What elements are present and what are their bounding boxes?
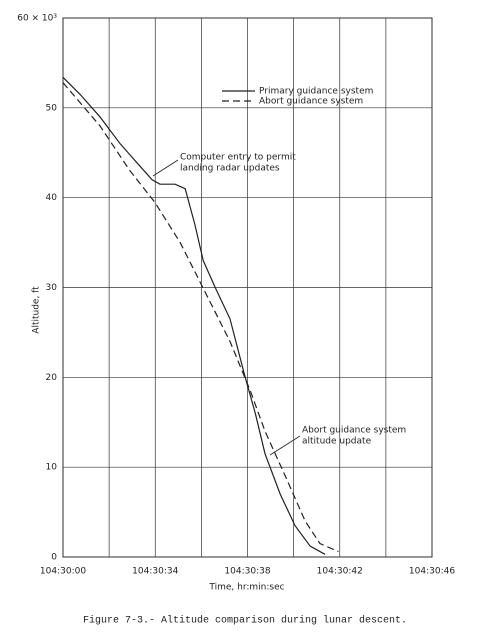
caption: Figure 7-3.- Altitude comparison during … xyxy=(83,615,407,627)
series-line xyxy=(62,76,326,555)
y-tick-label: 40 xyxy=(46,193,58,203)
x-tick-label: 104:30:42 xyxy=(317,567,363,577)
y-tick-label: 50 xyxy=(46,103,58,113)
x-tick-label: 104:30:34 xyxy=(132,567,178,577)
y-tick-label: 0 xyxy=(51,553,57,563)
series-line xyxy=(62,82,339,553)
annotation-arrow xyxy=(152,159,179,177)
legend-label: Primary guidance system xyxy=(259,87,373,97)
annotation: altitude update xyxy=(302,437,372,447)
x-tick-label: 104:30:00 xyxy=(40,567,86,577)
x-tick-label: 104:30:38 xyxy=(224,567,270,577)
annotation: landing radar updates xyxy=(180,164,280,174)
x-tick-label: 104:30:46 xyxy=(409,567,455,577)
y-tick-label: 20 xyxy=(46,373,58,383)
annotation: Computer entry to permit xyxy=(180,153,296,163)
y-tick-label: 60 × 10³ xyxy=(17,14,57,24)
y-axis-label: Altitude, ft xyxy=(32,286,42,334)
annotation-arrow xyxy=(269,435,301,456)
legend-label: Abort guidance system xyxy=(259,97,363,107)
x-axis-label: Time, hr:min:sec xyxy=(208,583,284,593)
y-tick-label: 10 xyxy=(46,463,58,473)
y-tick-label: 30 xyxy=(46,283,58,293)
annotation: Abort guidance system xyxy=(302,426,406,436)
